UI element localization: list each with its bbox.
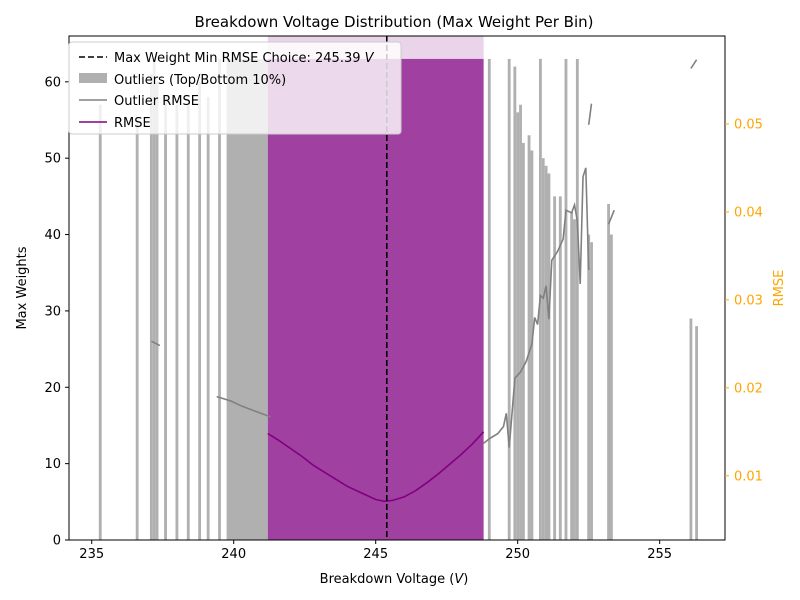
y-axis-label-left: Max Weights xyxy=(15,246,30,329)
x-tick-label: 255 xyxy=(647,547,672,562)
outlier-rmse-line xyxy=(607,209,615,225)
plot-area xyxy=(98,36,699,541)
y-tick-label-right: 0.04 xyxy=(734,205,763,220)
outlier-bar xyxy=(487,58,491,541)
chart-title: Breakdown Voltage Distribution (Max Weig… xyxy=(195,13,594,31)
outlier-rmse-line xyxy=(483,167,590,448)
outlier-bar xyxy=(527,135,531,541)
outlier-bar xyxy=(575,58,579,541)
outlier-bar xyxy=(135,120,139,540)
outlier-bar xyxy=(521,142,525,540)
y-axis-label-right: RMSE xyxy=(772,270,787,307)
outlier-bar xyxy=(206,97,210,540)
outlier-bar-block xyxy=(228,58,268,541)
y-tick-label-left: 30 xyxy=(44,304,61,319)
y-tick-label-left: 50 xyxy=(44,152,61,167)
outlier-bar xyxy=(695,326,699,540)
x-tick-label: 235 xyxy=(79,547,104,562)
y-tick-label-left: 60 xyxy=(44,75,61,90)
y-tick-label-right: 0.02 xyxy=(734,381,763,396)
outlier-bar xyxy=(149,74,153,540)
outlier-bar xyxy=(218,58,221,541)
outlier-bar xyxy=(564,58,568,541)
outlier-rmse-line xyxy=(216,395,271,418)
outlier-bar xyxy=(98,104,102,541)
outlier-bar xyxy=(152,58,156,541)
x-tick-label: 240 xyxy=(221,547,246,562)
legend-swatch-outliers xyxy=(79,73,107,83)
outlier-bar xyxy=(186,104,190,541)
outlier-bar xyxy=(547,173,551,541)
y-tick-label-left: 20 xyxy=(44,381,61,396)
outlier-bar xyxy=(570,211,574,541)
outlier-bar xyxy=(513,66,517,540)
legend-label-rmse: RMSE xyxy=(114,116,151,131)
legend-label-outliers: Outliers (Top/Bottom 10%) xyxy=(114,73,286,88)
outlier-bar xyxy=(609,234,613,540)
outlier-rmse-line xyxy=(151,340,161,347)
legend: Max Weight Min RMSE Choice: 245.39 V Out… xyxy=(68,41,402,135)
outlier-bar xyxy=(689,318,693,540)
inlier-bar-block xyxy=(267,58,484,541)
outlier-bar xyxy=(198,81,202,541)
axes: 235 240 245 250 255 0 10 20 30 40 50 60 0.01 0.02 0.03… xyxy=(44,35,763,562)
x-tick-label: 250 xyxy=(505,547,530,562)
y-tick-label-left: 10 xyxy=(44,457,61,472)
outlier-rmse-line xyxy=(587,103,593,125)
outlier-rmse-line xyxy=(690,59,698,69)
outlier-bar xyxy=(519,104,522,541)
x-axis-label: Breakdown Voltage (V) xyxy=(320,572,469,587)
y-tick-label-left: 40 xyxy=(44,228,61,243)
rmse-line xyxy=(267,431,485,503)
outlier-bar xyxy=(175,104,179,541)
legend-box xyxy=(68,41,402,135)
outlier-bar xyxy=(516,112,520,540)
x-tick-label: 245 xyxy=(363,547,388,562)
outlier-bar xyxy=(558,196,562,540)
outlier-bar xyxy=(573,219,576,541)
y-tick-label-left: 0 xyxy=(53,534,61,549)
outlier-bar xyxy=(590,242,593,540)
legend-label-outlier-rmse: Outlier RMSE xyxy=(114,94,199,109)
legend-label-choice-line: Max Weight Min RMSE Choice: 245.39 V xyxy=(114,51,375,66)
outlier-bar xyxy=(226,58,230,541)
outlier-bar xyxy=(507,58,511,541)
y-tick-label-right: 0.03 xyxy=(734,293,763,308)
y-tick-label-right: 0.05 xyxy=(734,117,763,132)
outlier-bar xyxy=(155,81,159,541)
outlier-bar xyxy=(164,97,167,540)
outlier-bar xyxy=(607,204,610,540)
outlier-bar xyxy=(544,165,548,540)
outlier-bar xyxy=(553,196,557,540)
outlier-bar xyxy=(541,158,545,540)
axes-frame xyxy=(68,35,726,541)
outlier-bar xyxy=(587,234,591,540)
y-tick-label-right: 0.01 xyxy=(734,469,763,484)
